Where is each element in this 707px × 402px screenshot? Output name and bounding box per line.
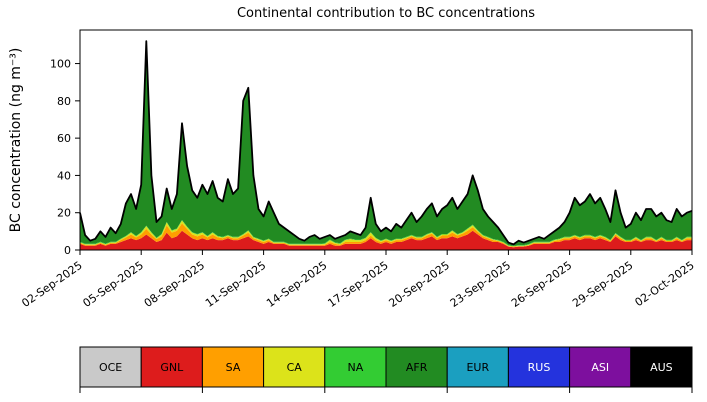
y-tick-label: 100	[50, 58, 71, 71]
x-tick-label: 29-Sep-2025	[570, 259, 635, 310]
area-SA	[80, 223, 692, 248]
legend-swatch-EUR	[446, 346, 509, 388]
legend-swatch-OCE	[79, 346, 142, 388]
x-tick-label: 05-Sep-2025	[81, 259, 146, 310]
legend-label-OCE: OCE	[99, 361, 122, 374]
x-tick-label: 02-Oct-2025	[633, 259, 697, 309]
legend-label-AFR: AFR	[406, 361, 428, 374]
area-AFR	[80, 41, 692, 246]
legend-label-AUS: AUS	[650, 361, 673, 374]
x-tick-label: 20-Sep-2025	[387, 259, 452, 310]
x-tick-label: 26-Sep-2025	[509, 259, 574, 310]
x-tick-label: 08-Sep-2025	[142, 259, 207, 310]
x-tick-label: 11-Sep-2025	[203, 259, 268, 310]
legend-swatch-RUS	[507, 346, 571, 388]
x-tick-label: 14-Sep-2025	[264, 259, 329, 310]
legend-label-RUS: RUS	[528, 361, 551, 374]
y-tick-label: 40	[57, 169, 71, 182]
legend-label-SA: SA	[226, 361, 241, 374]
legend-label-NA: NA	[348, 361, 364, 374]
chart-title: Continental contribution to BC concentra…	[236, 6, 536, 21]
x-tick-label: 17-Sep-2025	[325, 259, 390, 310]
legend-label-ASI: ASI	[591, 361, 609, 374]
legend-label-GNL: GNL	[160, 361, 184, 374]
legend-label-EUR: EUR	[466, 361, 489, 374]
y-tick-label: 20	[57, 207, 71, 220]
y-tick-label: 60	[57, 132, 71, 145]
legend-label-CA: CA	[287, 361, 303, 374]
y-tick-label: 80	[57, 95, 71, 108]
legend-swatch-AUS	[630, 346, 693, 388]
x-tick-label: 23-Sep-2025	[448, 259, 513, 310]
legend-swatch-SA	[201, 346, 265, 388]
area-CA	[80, 220, 692, 247]
legend-swatch-ASI	[569, 346, 632, 388]
legend-swatch-GNL	[140, 346, 203, 388]
y-tick-label: 0	[64, 244, 71, 257]
total-line	[79, 40, 693, 246]
x-tick-label: 02-Sep-2025	[19, 259, 84, 310]
legend-swatch-AFR	[385, 346, 448, 388]
legend-swatch-CA	[263, 346, 326, 388]
area-GNL	[80, 230, 692, 250]
